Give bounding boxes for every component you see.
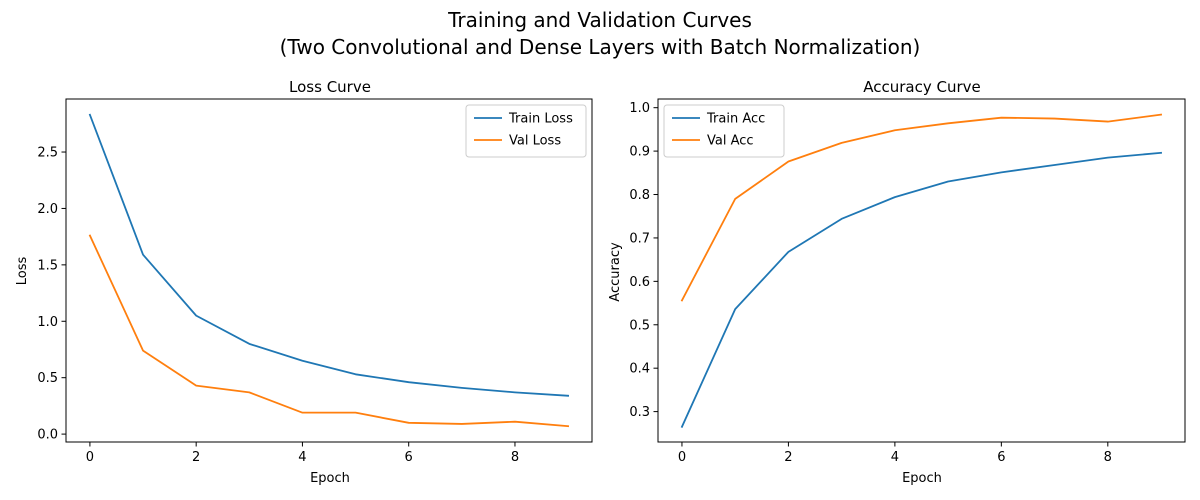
accuracy-x-tick-label: 0 xyxy=(678,450,686,465)
loss-y-tick-label: 0.0 xyxy=(37,428,58,443)
accuracy-y-tick-label: 1.0 xyxy=(629,101,650,116)
accuracy-x-tick-label: 2 xyxy=(784,450,792,465)
accuracy-x-tick-label: 6 xyxy=(997,450,1005,465)
accuracy-x-tick-label: 8 xyxy=(1104,450,1112,465)
loss-y-tick-label: 0.5 xyxy=(37,371,58,386)
loss-x-axis-label: Epoch xyxy=(310,471,350,486)
accuracy-chart-title: Accuracy Curve xyxy=(863,78,981,96)
loss-x-tick-label: 8 xyxy=(511,450,519,465)
loss-legend-label-1: Val Loss xyxy=(509,134,561,149)
loss-y-tick-label: 2.5 xyxy=(37,146,58,161)
figure-title-line-1: Training and Validation Curves xyxy=(447,8,752,32)
loss-series-line-0 xyxy=(88,113,570,397)
loss-chart-title: Loss Curve xyxy=(289,78,371,96)
loss-chart: Loss Curve Epoch Loss 0 2 4 6 8 0.0 0.5 1.0 1.5 2… xyxy=(15,78,593,486)
accuracy-axes-frame xyxy=(657,98,1186,443)
accuracy-legend-label-0: Train Acc xyxy=(706,112,765,127)
accuracy-x-axis-label: Epoch xyxy=(902,471,942,486)
accuracy-plot-area: 0 2 4 6 8 0.3 0.4 0.5 0.6 0.7 0.8 0.9 1.0 Train Acc Va… xyxy=(629,98,1186,465)
accuracy-y-axis-label: Accuracy xyxy=(608,242,623,302)
figure-title-line-2: (Two Convolutional and Dense Layers with… xyxy=(280,35,921,59)
loss-legend-label-0: Train Loss xyxy=(508,112,573,127)
loss-x-tick-label: 4 xyxy=(298,450,306,465)
accuracy-x-tick-label: 4 xyxy=(891,450,899,465)
loss-plot-area: 0 2 4 6 8 0.0 0.5 1.0 1.5 2.0 2.5 Train Loss Val Los… xyxy=(37,98,593,465)
loss-x-tick-label: 0 xyxy=(86,450,94,465)
accuracy-y-tick-label: 0.9 xyxy=(629,145,650,160)
loss-legend: Train Loss Val Loss xyxy=(465,104,587,158)
accuracy-y-tick-label: 0.6 xyxy=(629,275,650,290)
loss-x-tick-label: 2 xyxy=(192,450,200,465)
loss-y-axis-label: Loss xyxy=(15,257,30,286)
accuracy-chart: Accuracy Curve Epoch Accuracy 0 2 4 6 8 0.3 0.… xyxy=(608,78,1186,486)
accuracy-series-line-1 xyxy=(680,113,1163,302)
loss-y-tick-label: 1.0 xyxy=(37,315,58,330)
loss-y-tick-label: 1.5 xyxy=(37,258,58,273)
loss-series-line-1 xyxy=(88,234,570,428)
accuracy-y-tick-label: 0.3 xyxy=(629,405,650,420)
accuracy-y-tick-label: 0.5 xyxy=(629,318,650,333)
accuracy-y-tick-label: 0.4 xyxy=(629,362,650,377)
accuracy-series-line-0 xyxy=(680,151,1163,428)
loss-x-tick-label: 6 xyxy=(405,450,413,465)
accuracy-y-tick-label: 0.8 xyxy=(629,188,650,203)
accuracy-legend: Train Acc Val Acc xyxy=(663,104,785,158)
loss-axes-frame xyxy=(65,98,593,443)
accuracy-y-tick-label: 0.7 xyxy=(629,231,650,246)
loss-y-tick-label: 2.0 xyxy=(37,202,58,217)
accuracy-legend-label-1: Val Acc xyxy=(707,134,754,149)
